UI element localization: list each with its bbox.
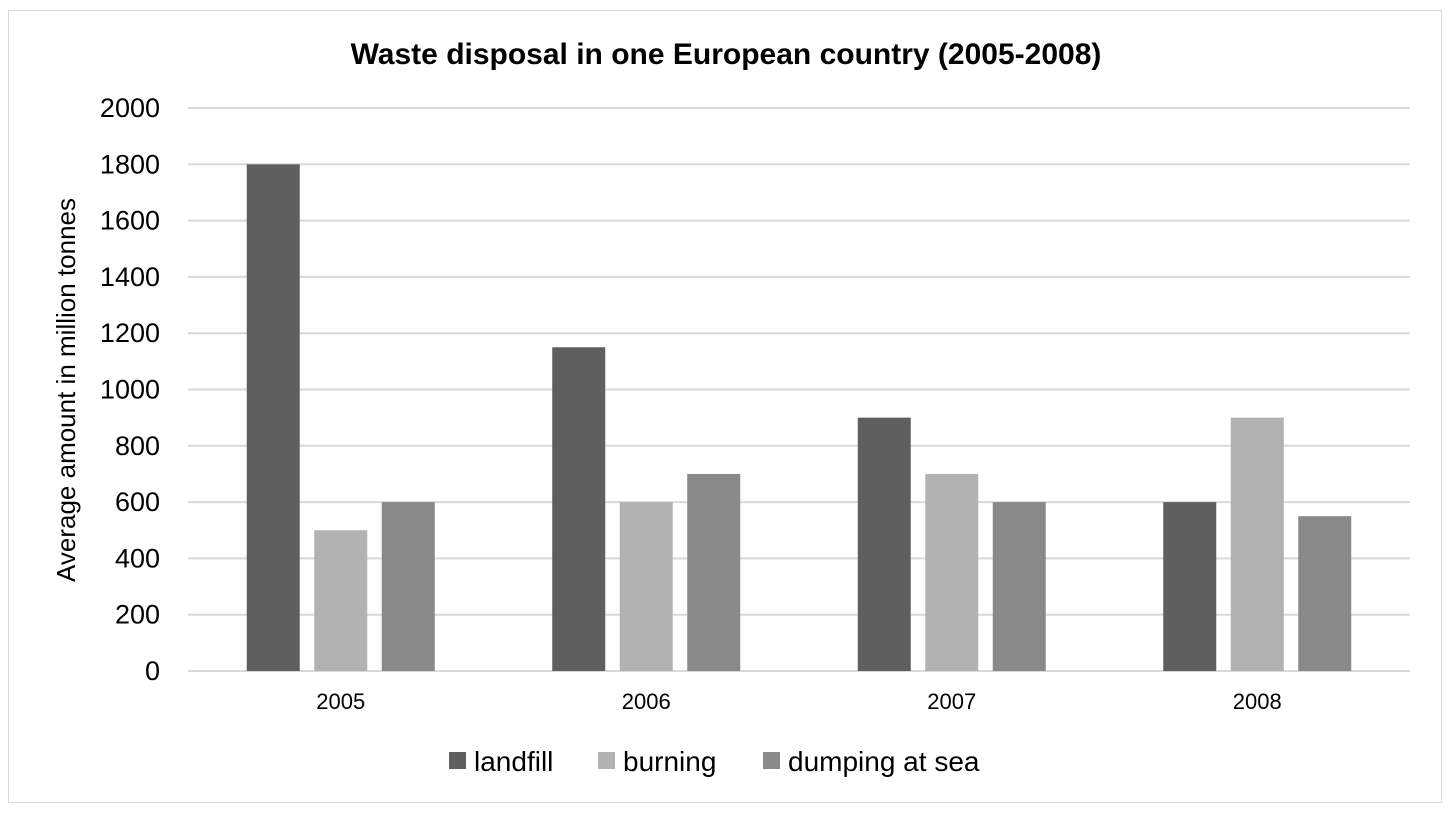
bar-landfill-2006: [552, 347, 606, 671]
bar-burning-2008: [1230, 417, 1284, 671]
bars: [246, 164, 1352, 672]
y-tick-label: 800: [115, 431, 160, 461]
legend-swatch-burning: [598, 752, 615, 769]
y-tick-label: 1400: [100, 262, 160, 292]
bar-landfill-2008: [1163, 502, 1217, 671]
legend: landfill burning dumping at sea: [449, 746, 980, 777]
bar-dumping-at-sea-2008: [1298, 516, 1352, 671]
y-tick-label: 0: [145, 656, 160, 686]
y-tick-label: 1800: [100, 149, 160, 179]
legend-swatch-dumping-at-sea: [763, 752, 780, 769]
bar-dumping-at-sea-2007: [992, 502, 1046, 671]
y-tick-label: 400: [115, 543, 160, 573]
x-tick-label: 2008: [1233, 689, 1282, 714]
x-tick-label: 2007: [927, 689, 976, 714]
legend-label-burning: burning: [623, 746, 716, 777]
chart-title: Waste disposal in one European country (…: [351, 38, 1102, 71]
bar-burning-2005: [314, 530, 368, 671]
legend-label-landfill: landfill: [474, 746, 553, 777]
y-axis-label: Average amount in million tonnes: [51, 198, 81, 582]
bar-landfill-2007: [857, 417, 911, 671]
gridlines: [188, 107, 1410, 672]
x-tick-label: 2005: [316, 689, 365, 714]
y-tick-label: 1600: [100, 206, 160, 236]
x-tick-label: 2006: [622, 689, 671, 714]
bar-burning-2007: [925, 473, 979, 671]
y-tick-label: 2000: [100, 93, 160, 123]
y-axis-ticks: 0 200 400 600 800 1000 1200 1400 1600 1800 2000: [100, 93, 160, 686]
bar-dumping-at-sea-2006: [687, 473, 741, 671]
y-tick-label: 1200: [100, 318, 160, 348]
x-axis-ticks: 2005 2006 2007 2008: [316, 689, 1281, 714]
bar-landfill-2005: [246, 164, 300, 672]
y-tick-label: 1000: [100, 375, 160, 405]
legend-label-dumping-at-sea: dumping at sea: [788, 746, 980, 777]
y-tick-label: 200: [115, 600, 160, 630]
legend-swatch-landfill: [449, 752, 466, 769]
y-tick-label: 600: [115, 487, 160, 517]
bar-dumping-at-sea-2005: [381, 502, 435, 671]
bar-burning-2006: [619, 502, 673, 671]
